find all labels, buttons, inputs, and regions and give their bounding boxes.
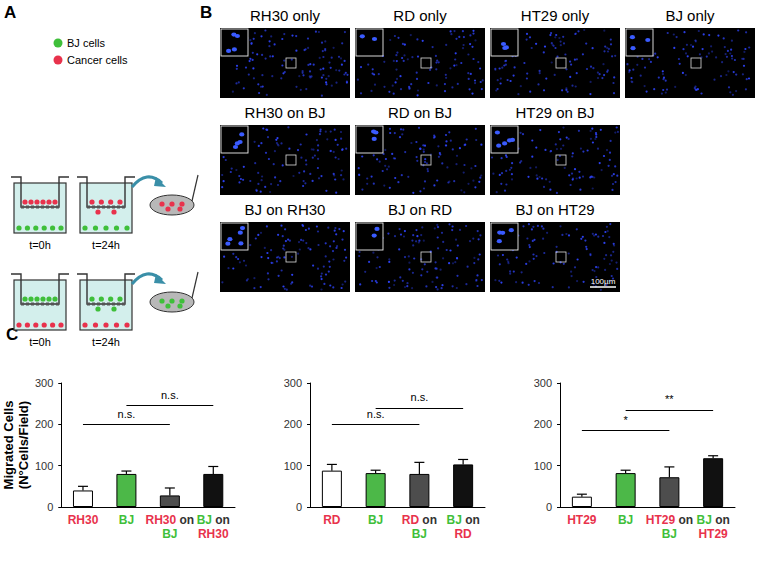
svg-text:RD: RD bbox=[454, 527, 472, 541]
svg-text:BJ only: BJ only bbox=[665, 7, 715, 24]
svg-text:BJ: BJ bbox=[662, 527, 677, 541]
svg-text:RH30: RH30 bbox=[146, 513, 177, 527]
svg-text:BJ: BJ bbox=[119, 513, 134, 527]
svg-text:Cancer cells: Cancer cells bbox=[67, 54, 128, 66]
svg-text:BJ: BJ bbox=[412, 527, 427, 541]
svg-text:BJ: BJ bbox=[197, 513, 212, 527]
svg-text:on: on bbox=[465, 513, 480, 527]
svg-text:n.s.: n.s. bbox=[118, 408, 136, 420]
svg-text:100: 100 bbox=[534, 460, 552, 472]
svg-text:HT29 only: HT29 only bbox=[521, 7, 590, 24]
svg-text:0: 0 bbox=[546, 501, 552, 513]
svg-text:300: 300 bbox=[534, 377, 552, 389]
svg-text:(N°Cells/Field): (N°Cells/Field) bbox=[16, 401, 31, 489]
svg-text:BJ: BJ bbox=[446, 513, 461, 527]
svg-text:HT29: HT29 bbox=[698, 527, 728, 541]
svg-text:B: B bbox=[200, 3, 212, 22]
svg-text:200: 200 bbox=[35, 418, 53, 430]
svg-text:RD on BJ: RD on BJ bbox=[388, 104, 452, 121]
svg-text:BJ: BJ bbox=[162, 527, 177, 541]
svg-text:C: C bbox=[6, 325, 19, 344]
svg-text:n.s.: n.s. bbox=[411, 391, 429, 403]
svg-text:A: A bbox=[4, 3, 16, 22]
svg-text:200: 200 bbox=[534, 418, 552, 430]
svg-text:t=24h: t=24h bbox=[92, 239, 120, 251]
svg-text:BJ on HT29: BJ on HT29 bbox=[515, 201, 594, 218]
svg-text:HT29: HT29 bbox=[646, 513, 676, 527]
svg-text:**: ** bbox=[665, 393, 674, 405]
svg-text:BJ: BJ bbox=[696, 513, 711, 527]
svg-text:RH30 only: RH30 only bbox=[250, 7, 321, 24]
svg-text:BJ on RD: BJ on RD bbox=[388, 201, 452, 218]
svg-text:on: on bbox=[180, 513, 195, 527]
svg-text:RH30: RH30 bbox=[68, 513, 99, 527]
svg-text:on: on bbox=[215, 513, 230, 527]
svg-text:t=0h: t=0h bbox=[29, 239, 51, 251]
svg-text:on: on bbox=[715, 513, 730, 527]
svg-text:Migrated Cells: Migrated Cells bbox=[1, 401, 16, 490]
svg-text:RD only: RD only bbox=[393, 7, 447, 24]
svg-text:n.s.: n.s. bbox=[367, 408, 385, 420]
svg-text:HT29: HT29 bbox=[567, 513, 597, 527]
svg-text:BJ: BJ bbox=[618, 513, 633, 527]
svg-text:100µm: 100µm bbox=[591, 277, 616, 286]
svg-text:on: on bbox=[422, 513, 437, 527]
svg-text:100: 100 bbox=[35, 460, 53, 472]
svg-text:t=24h: t=24h bbox=[92, 336, 120, 348]
svg-text:0: 0 bbox=[47, 501, 53, 513]
svg-text:on: on bbox=[678, 513, 693, 527]
svg-text:0: 0 bbox=[296, 501, 302, 513]
svg-text:n.s.: n.s. bbox=[161, 389, 179, 401]
svg-text:RD: RD bbox=[323, 513, 341, 527]
svg-text:HT29 on BJ: HT29 on BJ bbox=[515, 104, 594, 121]
svg-text:200: 200 bbox=[284, 418, 302, 430]
svg-text:BJ cells: BJ cells bbox=[67, 37, 105, 49]
svg-text:t=0h: t=0h bbox=[29, 336, 51, 348]
svg-text:BJ on RH30: BJ on RH30 bbox=[245, 201, 326, 218]
svg-text:300: 300 bbox=[35, 377, 53, 389]
svg-text:100: 100 bbox=[284, 460, 302, 472]
svg-text:BJ: BJ bbox=[368, 513, 383, 527]
svg-text:RH30: RH30 bbox=[198, 527, 229, 541]
svg-text:300: 300 bbox=[284, 377, 302, 389]
svg-text:RD: RD bbox=[402, 513, 420, 527]
svg-text:RH30 on BJ: RH30 on BJ bbox=[245, 104, 326, 121]
svg-text:*: * bbox=[623, 414, 628, 426]
